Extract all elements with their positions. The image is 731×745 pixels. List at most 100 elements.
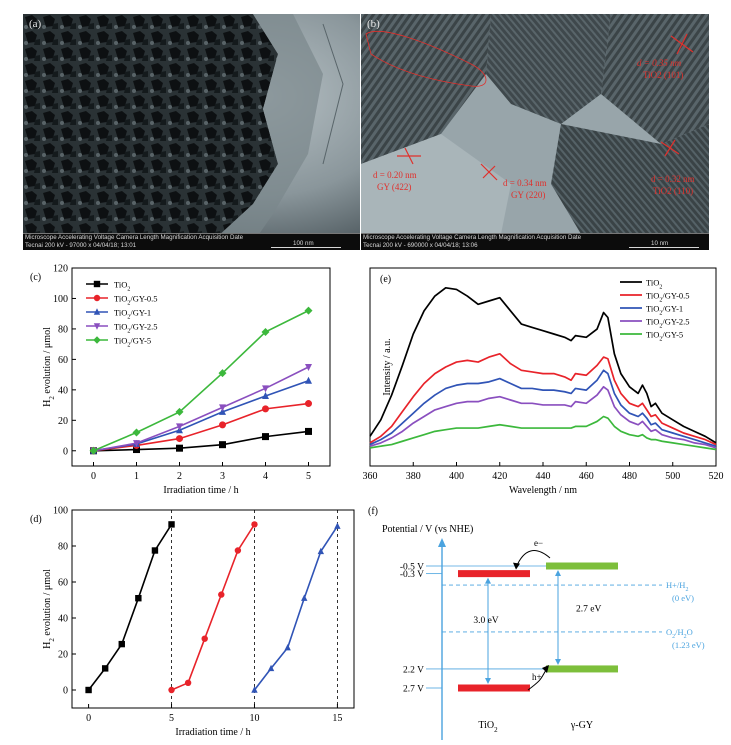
y-tick-label: 0 [63, 446, 68, 457]
data-point [305, 427, 312, 435]
series-line [93, 379, 309, 452]
panel-tag-a: (a) [29, 18, 42, 30]
legend-entry: TiO2 [620, 278, 662, 291]
cycle-series-1 [85, 521, 175, 694]
data-point [261, 327, 270, 336]
legend-entry: TiO2/GY-2.5 [620, 317, 690, 330]
data-point [118, 640, 125, 648]
x-tick-label: 3 [220, 471, 225, 482]
y-axis-label: H2 evolution / μmol [42, 327, 56, 407]
electron-label: e− [534, 538, 543, 548]
data-point [251, 521, 258, 528]
data-point [176, 423, 183, 431]
potential-tick-label: -0.3 V [400, 570, 424, 580]
arrow-head-icon [513, 562, 520, 570]
y-tick-label: 80 [58, 542, 68, 553]
data-point [93, 294, 101, 302]
data-point [219, 441, 226, 449]
hole-label: h+ [532, 672, 542, 682]
annotation-plane-4: TiO2 (110) [653, 186, 694, 196]
annotation-d-3: d = 0.34 nm [503, 178, 547, 188]
data-point [267, 664, 275, 672]
x-tick-label: 1 [134, 471, 139, 482]
h2-potential-label: (0 eV) [672, 593, 694, 603]
x-tick-label: 380 [406, 471, 421, 482]
data-point [93, 336, 101, 344]
data-point [93, 280, 101, 288]
data-point [304, 306, 313, 315]
x-tick-label: 10 [249, 713, 259, 724]
legend-entry: TiO2/GY-5 [86, 336, 151, 349]
y-tick-label: 20 [58, 650, 68, 661]
spectrum-line-0 [369, 286, 717, 444]
arrow-head-icon [555, 570, 561, 576]
y-tick-label: 40 [58, 614, 68, 625]
series-4 [89, 306, 313, 455]
data-point [262, 385, 269, 393]
series-2 [90, 376, 312, 454]
legend-label: TiO2/GY-1 [646, 304, 683, 317]
scale-bar-b [629, 247, 699, 248]
chart-d-cycling: 0 5 10 15 0 20 40 60 80 100 Irradiation time / h H2… [30, 506, 355, 738]
x-tick-label: 460 [579, 471, 594, 482]
tem-metadata-bar-a: Microscope Accelerating Voltage Camera L… [23, 233, 360, 250]
panel-tag: (e) [380, 274, 391, 285]
data-point [93, 308, 101, 315]
data-point [85, 686, 92, 694]
legend-label: TiO2/GY-5 [646, 330, 683, 343]
x-tick-label: 400 [449, 471, 464, 482]
tio2-label: TiO2 [478, 720, 498, 734]
arrow-head-icon [485, 577, 491, 584]
legend-label: TiO2/GY-0.5 [646, 291, 690, 304]
chart-c-h2-evolution: 0 1 2 3 4 5 0 20 40 60 80 100 120 Irradiation time / … [30, 264, 331, 496]
data-point [176, 435, 183, 443]
h2-reference-label: H+/H2 [666, 580, 688, 593]
y-axis-label: Intensity / a.u. [382, 338, 393, 395]
scale-label-b: 10 nm [651, 240, 669, 247]
data-point [305, 364, 312, 371]
data-point [168, 686, 175, 694]
legend-entry: TiO2/GY-1 [86, 308, 151, 321]
y-tick-label: 100 [53, 294, 68, 305]
data-point [284, 644, 291, 651]
data-point [201, 635, 208, 642]
x-tick-label: 520 [709, 471, 724, 482]
plot-frame [71, 509, 355, 709]
data-point [301, 594, 308, 601]
data-point [262, 405, 269, 413]
annotation-plane-3: GY (220) [511, 190, 546, 200]
x-tick-label: 500 [665, 471, 680, 482]
cycle-series-2 [168, 521, 258, 694]
data-point [262, 433, 269, 441]
data-point [151, 547, 159, 554]
data-point [133, 440, 140, 448]
panel-tag: (c) [30, 272, 41, 283]
legend-entry: TiO2/GY-0.5 [86, 294, 158, 307]
tem-metadata-values-a: Tecnai 200 kV - 97000 x 04/04/18; 13:01 [25, 242, 137, 249]
gy-label: γ-GY [570, 720, 593, 731]
panel-tag-b: (b) [367, 18, 380, 30]
series-3 [90, 364, 312, 455]
tem-metadata-header-a: Microscope Accelerating Voltage Camera L… [25, 234, 244, 241]
spectrum-line-2 [369, 369, 717, 448]
y-tick-label: 120 [53, 264, 68, 275]
x-tick-label: 15 [332, 713, 342, 724]
data-point [184, 679, 192, 686]
annotation-plane-2: GY (422) [377, 182, 412, 192]
tem-metadata-values-b: Tecnai 200 kV - 690000 x 04/04/18; 13:06 [363, 242, 478, 249]
y-axis-label: H2 evolution / μmol [42, 569, 56, 649]
series-line [93, 366, 309, 452]
electron-transfer-arrow [515, 550, 551, 568]
tio2-gap-label: 3.0 eV [473, 616, 498, 626]
x-axis-label: Wavelength / nm [509, 485, 577, 496]
series-line [253, 525, 339, 691]
potential-tick-label: 2.7 V [403, 685, 424, 695]
x-tick-label: 5 [169, 713, 174, 724]
tio2-valence-band [458, 684, 530, 692]
data-point [251, 686, 258, 693]
data-point [305, 400, 312, 408]
x-tick-label: 480 [622, 471, 637, 482]
data-point [219, 421, 226, 429]
series-line [87, 523, 173, 691]
gy-gap-label: 2.7 eV [576, 604, 601, 614]
